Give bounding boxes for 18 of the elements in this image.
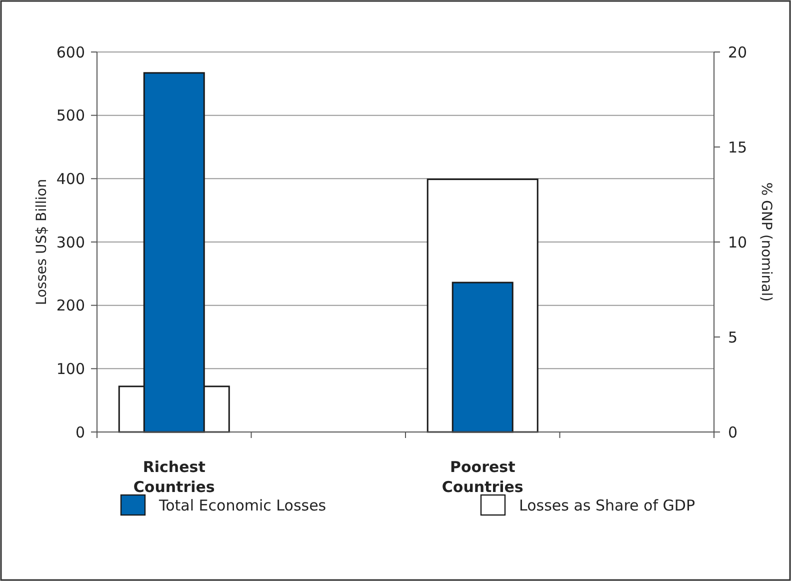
y2-tick-label: 0 (728, 423, 738, 442)
y2-axis-title: % GNP (nominal) (758, 182, 774, 302)
y-axis-title: Losses US$ Billion (34, 178, 50, 306)
y-tick-label: 200 (56, 296, 85, 315)
legend-label: Total Economic Losses (158, 496, 326, 514)
y-tick-label: 0 (75, 423, 85, 442)
legend-label: Losses as Share of GDP (519, 496, 695, 514)
y-tick-label: 400 (56, 170, 85, 188)
x-tick-label: Poorest Countries (442, 458, 524, 496)
x-tick-label: Richest Countries (133, 458, 215, 496)
y-tick-label: 300 (56, 233, 85, 252)
y2-tick-label: 5 (728, 328, 738, 346)
y2-tick-label: 10 (728, 233, 748, 252)
y-tick-label: 600 (56, 43, 85, 62)
y2-tick-label: 15 (728, 138, 748, 156)
y-tick-label: 100 (56, 360, 85, 378)
y-tick-label: 500 (56, 106, 85, 125)
y2-tick-label: 20 (728, 43, 748, 62)
